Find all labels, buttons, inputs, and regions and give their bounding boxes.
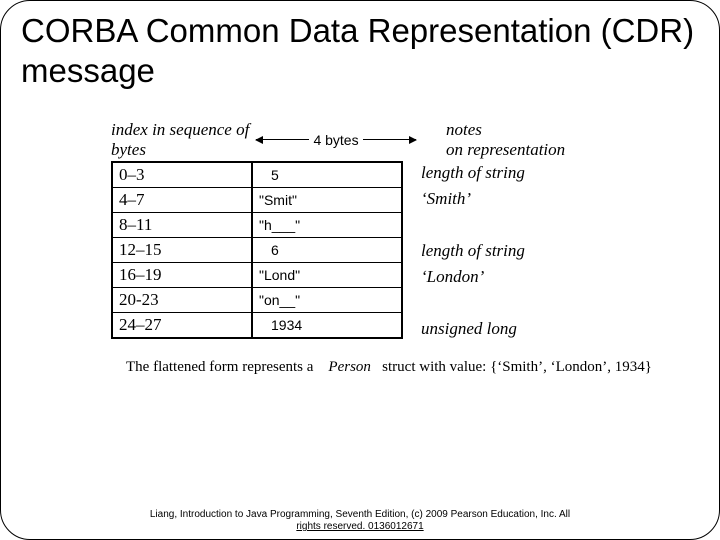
cell-index: 24–27 — [112, 313, 252, 339]
credit-line: Liang, Introduction to Java Programming,… — [1, 509, 719, 533]
cell-bytes: 1934 — [252, 313, 402, 339]
footnote-struct: Person — [328, 359, 371, 375]
credit-l1: Liang, Introduction to Java Programming,… — [150, 509, 570, 520]
header-notes-l2: on representation — [446, 140, 565, 159]
cell-index: 4–7 — [112, 188, 252, 213]
header-bytes-width: 4 bytes — [256, 132, 416, 148]
footnote: The flattened form represents a Person s… — [126, 359, 671, 376]
slide-frame: CORBA Common Data Representation (CDR) m… — [0, 0, 720, 540]
footnote-prefix: The flattened form represents a — [126, 359, 313, 375]
note-item: ‘Smith’ — [421, 186, 525, 212]
note-item: unsigned long — [421, 316, 525, 342]
note-item: length of string — [421, 238, 525, 264]
page-title: CORBA Common Data Representation (CDR) m… — [21, 11, 699, 90]
content-area: index in sequence of bytes 4 bytes notes… — [111, 120, 671, 376]
cell-bytes: 5 — [252, 162, 402, 188]
cdr-table: 0–354–7"Smit"8–11"h___"12–15616–19"Lond"… — [111, 161, 403, 339]
cell-index: 8–11 — [112, 213, 252, 238]
header-bytes-label: 4 bytes — [309, 132, 362, 148]
note-item: ‘London’ — [421, 264, 525, 290]
table-row: 0–35 — [112, 162, 402, 188]
notes-column: length of string‘Smith’length of string‘… — [421, 160, 525, 342]
cell-bytes: "Lond" — [252, 263, 402, 288]
table-row: 12–156 — [112, 238, 402, 263]
cell-bytes: "on__" — [252, 288, 402, 313]
cell-index: 20-23 — [112, 288, 252, 313]
cell-bytes: "h___" — [252, 213, 402, 238]
table-row: 8–11"h___" — [112, 213, 402, 238]
cell-bytes: 6 — [252, 238, 402, 263]
cell-index: 0–3 — [112, 162, 252, 188]
note-item — [421, 212, 525, 238]
header-notes: notes on representation — [416, 120, 616, 159]
arrow-right-icon — [363, 139, 416, 140]
note-item: length of string — [421, 160, 525, 186]
cell-bytes: "Smit" — [252, 188, 402, 213]
table-row: 24–271934 — [112, 313, 402, 339]
header-notes-l1: notes — [446, 120, 482, 139]
cell-index: 16–19 — [112, 263, 252, 288]
table-row: 16–19"Lond" — [112, 263, 402, 288]
table-headers: index in sequence of bytes 4 bytes notes… — [111, 120, 671, 159]
credit-l2: rights reserved. 0136012671 — [296, 521, 423, 532]
table-row: 4–7"Smit" — [112, 188, 402, 213]
cell-index: 12–15 — [112, 238, 252, 263]
arrow-left-icon — [256, 139, 309, 140]
header-index: index in sequence of bytes — [111, 120, 256, 159]
footnote-rest: struct with value: {‘Smith’, ‘London’, 1… — [382, 359, 652, 375]
note-item — [421, 290, 525, 316]
table-row: 20-23"on__" — [112, 288, 402, 313]
